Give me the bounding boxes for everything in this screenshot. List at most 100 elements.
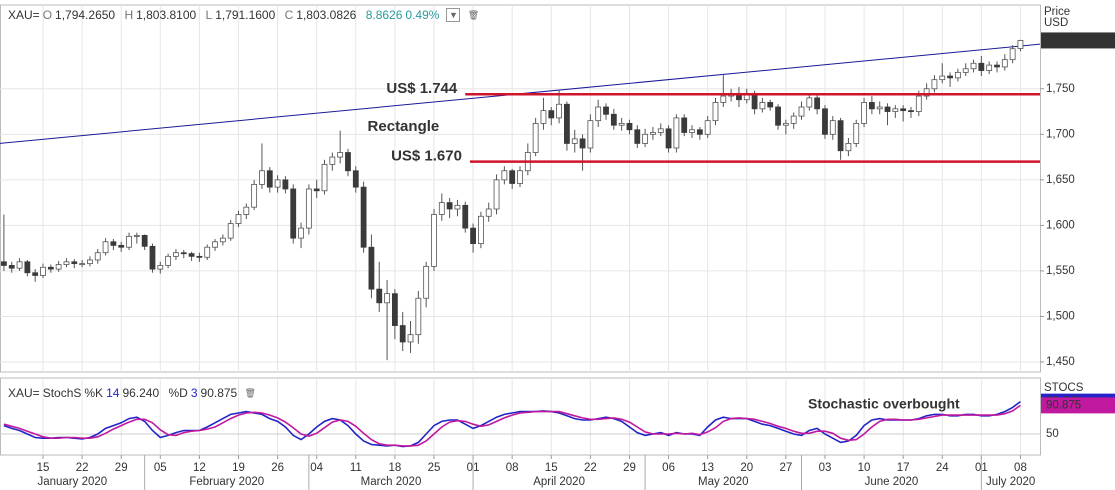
candle-body bbox=[290, 188, 297, 239]
x-tick-label: 17 bbox=[897, 462, 910, 474]
candle-body bbox=[446, 202, 453, 210]
candle-body bbox=[329, 156, 336, 165]
candle-body bbox=[407, 334, 414, 343]
change: 8.8626 bbox=[365, 8, 403, 22]
candle-body bbox=[212, 241, 218, 248]
month-label: April 2020 bbox=[533, 476, 585, 488]
candle-body bbox=[431, 214, 437, 267]
candle-body bbox=[900, 108, 907, 112]
candle-body bbox=[923, 88, 930, 97]
candle-body bbox=[798, 106, 805, 117]
candle-body bbox=[399, 325, 406, 343]
indicator: StochS bbox=[42, 386, 82, 400]
open-label: O bbox=[42, 8, 53, 22]
stoch-header: XAU= StochS %K 14 96.240 %D 3 90.875 🗑 bbox=[8, 386, 256, 400]
price-panel bbox=[0, 4, 1041, 373]
candle-body bbox=[673, 117, 680, 149]
delete-button[interactable]: 🗑 bbox=[244, 388, 256, 398]
candle-body bbox=[884, 106, 891, 112]
candle-body bbox=[915, 95, 922, 112]
candle-body bbox=[782, 122, 789, 126]
month-label: July 2020 bbox=[986, 476, 1035, 488]
month-label: June 2020 bbox=[865, 476, 919, 488]
candle-body bbox=[571, 138, 578, 144]
candle-body bbox=[681, 117, 688, 133]
candle-body bbox=[118, 245, 125, 248]
axis-title: Price bbox=[1044, 6, 1070, 18]
candle-body bbox=[438, 202, 445, 215]
candle-body bbox=[767, 102, 774, 108]
candle-body bbox=[712, 102, 719, 122]
symbol: XAU= bbox=[8, 386, 40, 400]
month-label: January 2020 bbox=[37, 476, 107, 488]
month-label: February 2020 bbox=[189, 476, 264, 488]
x-tick-label: 04 bbox=[310, 462, 323, 474]
low: 1,791.1600 bbox=[215, 8, 276, 22]
k-label: %K bbox=[84, 386, 104, 400]
candle-body bbox=[352, 170, 359, 188]
x-tick-label: 20 bbox=[740, 462, 753, 474]
x-tick-label: 06 bbox=[662, 462, 675, 474]
candle-body bbox=[384, 293, 390, 304]
y-tick-label: 1,750 bbox=[1046, 83, 1075, 95]
last-price-box bbox=[1041, 32, 1115, 49]
candle-body bbox=[665, 128, 672, 149]
candle-body bbox=[227, 223, 234, 239]
x-tick-label: 29 bbox=[115, 462, 128, 474]
candle-body bbox=[962, 68, 969, 73]
candle-body bbox=[180, 252, 187, 255]
candle-body bbox=[532, 122, 539, 153]
candle-body bbox=[564, 103, 570, 144]
x-tick-label: 24 bbox=[936, 462, 949, 474]
candle-body bbox=[657, 128, 664, 133]
level-label: US$ 1.744 bbox=[386, 80, 458, 97]
candle-body bbox=[1, 261, 7, 266]
candle-body bbox=[110, 241, 117, 246]
x-tick-label: 18 bbox=[388, 462, 401, 474]
x-tick-label: 26 bbox=[271, 462, 284, 474]
candle-body bbox=[71, 261, 78, 265]
candle-body bbox=[868, 102, 875, 110]
candle-body bbox=[40, 266, 46, 276]
x-tick-label: 22 bbox=[76, 462, 89, 474]
candle-body bbox=[853, 122, 860, 144]
price-header: XAU= O 1,794.2650 H 1,803.8100 L 1,791.1… bbox=[8, 8, 479, 22]
candle-body bbox=[931, 79, 938, 90]
candle-body bbox=[415, 297, 422, 336]
candle-body bbox=[618, 122, 625, 126]
symbol: XAU= bbox=[8, 8, 40, 22]
x-tick-label: 19 bbox=[232, 462, 245, 474]
candle-body bbox=[478, 215, 484, 244]
candle-body bbox=[603, 106, 609, 115]
candle-body bbox=[814, 97, 821, 110]
stoch-line bbox=[3, 404, 1021, 447]
candle-body bbox=[689, 129, 695, 133]
stoch-line bbox=[3, 400, 1021, 448]
candle-body bbox=[235, 214, 242, 224]
candle-body bbox=[165, 255, 172, 266]
x-tick-label: 05 bbox=[154, 462, 167, 474]
d-period: 3 bbox=[190, 386, 198, 400]
candle-body bbox=[423, 265, 430, 299]
candle-body bbox=[305, 188, 312, 229]
candle-body bbox=[947, 75, 953, 79]
candle-body bbox=[822, 108, 828, 135]
candle-body bbox=[149, 245, 156, 270]
candle-body bbox=[587, 120, 594, 149]
candle-body bbox=[462, 204, 469, 229]
d-label: %D bbox=[168, 386, 188, 400]
candle-body bbox=[829, 120, 836, 135]
y-tick-label: 1,600 bbox=[1046, 219, 1075, 231]
x-tick-label: 08 bbox=[1014, 462, 1027, 474]
dropdown-button[interactable]: ▼ bbox=[446, 8, 461, 22]
candle-body bbox=[978, 62, 985, 71]
candle-body bbox=[556, 103, 562, 119]
candle-body bbox=[751, 92, 758, 110]
delete-button[interactable]: 🗑 bbox=[467, 10, 480, 20]
candle-body bbox=[368, 246, 375, 290]
candle-body bbox=[634, 129, 641, 144]
candle-body bbox=[954, 71, 961, 79]
y-tick-label: 1,550 bbox=[1046, 265, 1075, 277]
level-label: US$ 1.670 bbox=[391, 148, 462, 165]
